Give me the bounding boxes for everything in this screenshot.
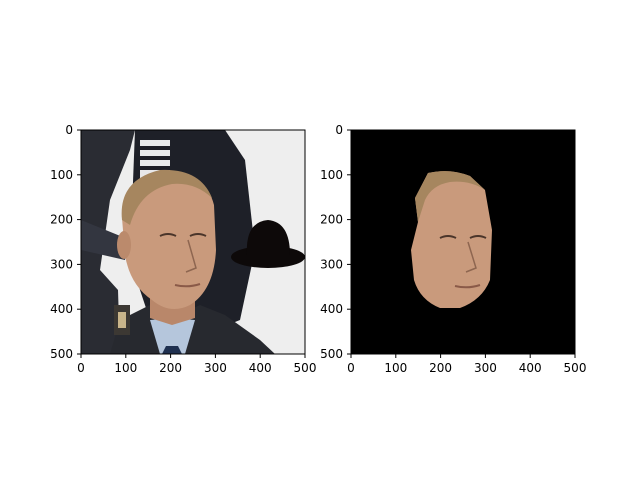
right-xtick-label: 200 <box>429 361 452 375</box>
left-axes-frame <box>80 129 306 355</box>
left-xtick-label: 100 <box>114 361 137 375</box>
right-xtick-label: 300 <box>474 361 497 375</box>
right-photo <box>351 130 575 354</box>
left-ytick-label: 400 <box>50 302 73 316</box>
left-ytick-label: 300 <box>50 257 73 271</box>
hat-shape <box>231 220 305 268</box>
left-xtick-label: 500 <box>294 361 317 375</box>
right-xtick-label: 100 <box>384 361 407 375</box>
left-xtick-label: 0 <box>77 361 85 375</box>
right-xtick-label: 500 <box>564 361 587 375</box>
right-ticks: 0 100 200 300 400 500 0 100 200 300 400 500 <box>320 123 586 375</box>
right-ytick-label: 200 <box>320 213 343 227</box>
left-xtick-label: 400 <box>249 361 272 375</box>
left-ytick-label: 500 <box>50 347 73 361</box>
right-panel <box>350 129 576 355</box>
left-xtick-label: 200 <box>159 361 182 375</box>
right-axes-frame <box>350 129 576 355</box>
right-xtick-label: 400 <box>519 361 542 375</box>
left-panel <box>80 129 306 355</box>
right-ytick-label: 400 <box>320 302 343 316</box>
right-ytick-label: 300 <box>320 257 343 271</box>
left-xtick-label: 300 <box>204 361 227 375</box>
right-ytick-label: 100 <box>320 168 343 182</box>
right-ytick-label: 0 <box>335 123 343 137</box>
left-ytick-label: 200 <box>50 213 73 227</box>
right-xtick-label: 0 <box>347 361 355 375</box>
left-ticks: 0 100 200 300 400 500 0 100 200 300 400 500 <box>50 123 316 375</box>
segmented-face <box>411 171 492 308</box>
left-ytick-label: 100 <box>50 168 73 182</box>
left-ytick-label: 0 <box>65 123 73 137</box>
left-photo <box>81 130 305 354</box>
right-ytick-label: 500 <box>320 347 343 361</box>
